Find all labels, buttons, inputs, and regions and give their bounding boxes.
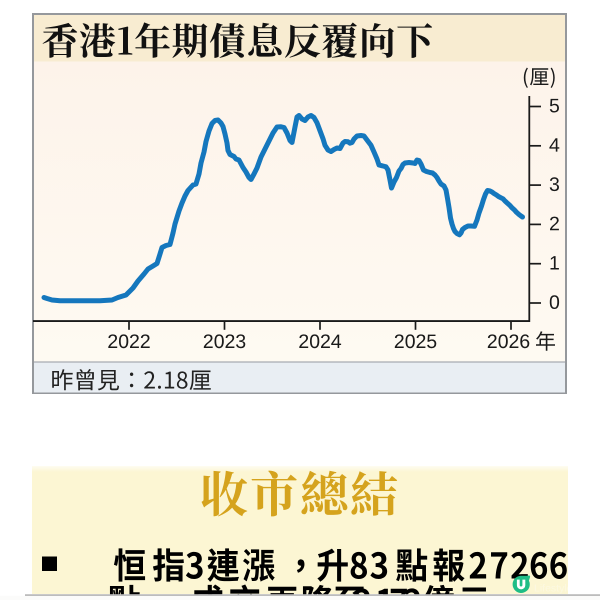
svg-text:Lifestyle: Lifestyle bbox=[534, 583, 573, 595]
